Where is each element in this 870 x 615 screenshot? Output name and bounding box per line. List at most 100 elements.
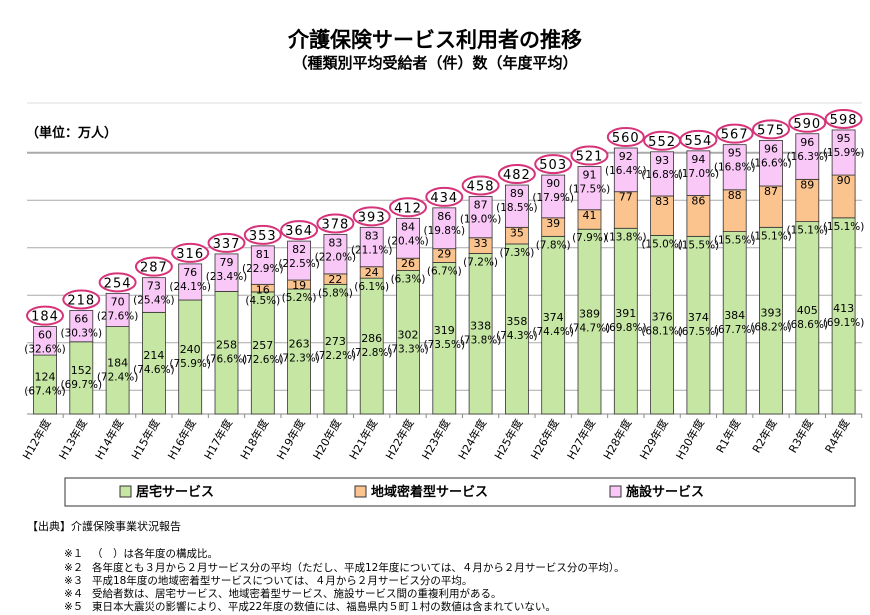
data-label: 16: [256, 283, 270, 296]
data-label: 83: [365, 229, 379, 242]
legend-swatch: [119, 485, 132, 498]
bar-segment: [105, 326, 130, 415]
data-label: 33: [474, 237, 488, 250]
data-label: 86: [691, 195, 705, 208]
x-tick-label: R1年度: [713, 417, 743, 456]
total-label: 184: [31, 310, 59, 325]
bar-segment: [287, 288, 312, 415]
x-tick-label: R2年度: [749, 417, 779, 456]
data-label: 82: [292, 243, 306, 256]
total-label: 560: [612, 131, 640, 146]
percent-label: (74.3%): [496, 330, 538, 342]
data-label: 240: [180, 343, 201, 356]
data-label: 96: [800, 136, 814, 149]
bar-segment: [214, 253, 239, 292]
bar-segment: [141, 311, 166, 415]
x-tick-label: H28年度: [600, 417, 634, 462]
x-tick-label: H13年度: [56, 417, 90, 462]
legend-swatch: [609, 485, 622, 498]
data-label: 376: [652, 311, 673, 324]
chart-subtitle: （種類別平均受給者（件）数（年度平均）: [292, 54, 578, 72]
bar-segment: [323, 283, 348, 415]
total-ellipse: [352, 206, 391, 227]
total-ellipse: [461, 175, 500, 196]
bar-segment: [178, 263, 203, 301]
percent-label: (68.2%): [750, 322, 792, 334]
percent-label: (7.8%): [536, 239, 571, 251]
bar-segment: [468, 253, 493, 415]
data-label: 81: [256, 248, 270, 261]
unit-label: （単位：万人）: [26, 126, 118, 141]
data-label: 358: [506, 315, 527, 328]
bar-segment: [396, 217, 420, 259]
data-label: 124: [35, 371, 56, 384]
percent-label: (5.8%): [318, 287, 353, 299]
bar-segment: [141, 277, 166, 313]
bar-segment: [214, 291, 239, 415]
data-label: 29: [437, 248, 451, 261]
bar-segment: [759, 226, 783, 415]
data-label: 24: [365, 266, 379, 279]
percent-label: (7.2%): [463, 256, 498, 268]
percent-label: (13.8%): [605, 231, 647, 243]
bar-segment: [795, 133, 820, 180]
percent-label: (16.4%): [605, 165, 647, 177]
bar-segment: [831, 217, 856, 415]
data-label: 374: [543, 311, 564, 324]
total-ellipse: [752, 119, 790, 140]
note-3: ※３ 平成18年度の地域密着型サービスについては、４月から２月サービス分の平均。: [64, 575, 473, 587]
percent-label: (6.7%): [427, 265, 462, 277]
total-label: 575: [757, 123, 785, 138]
data-label: 92: [619, 150, 633, 163]
data-label: 391: [615, 307, 636, 320]
percent-label: (16.6%): [750, 157, 792, 169]
bar-segment: [69, 310, 94, 343]
data-label: 83: [328, 236, 342, 249]
x-tick-label: H27年度: [564, 417, 598, 462]
note-4: ※４ 受給者数は、居宅サービス、地域密着型サービス、施設サービス間の重複利用がある…: [64, 588, 502, 600]
bar-segment: [323, 234, 348, 275]
percent-label: (6.1%): [354, 281, 389, 293]
data-label: 73: [147, 280, 161, 293]
total-ellipse: [171, 242, 210, 263]
bar-segment: [722, 144, 747, 191]
percent-label: (27.6%): [97, 310, 139, 322]
total-ellipse: [570, 145, 609, 166]
legend-label: 地域密着型サービス: [371, 484, 488, 500]
total-ellipse: [389, 197, 427, 218]
x-tick-label: H30年度: [673, 417, 707, 462]
total-label: 598: [830, 113, 858, 128]
total-label: 378: [321, 217, 349, 232]
percent-label: (22.0%): [315, 251, 357, 263]
total-label: 412: [394, 201, 422, 216]
bar-segment: [250, 245, 275, 285]
total-ellipse: [26, 305, 64, 326]
bar-segment: [759, 139, 783, 187]
percent-label: (75.9%): [169, 358, 211, 370]
percent-label: (15.9%): [823, 147, 865, 159]
x-tick-label: H15年度: [128, 417, 162, 462]
x-tick-label: H25年度: [491, 417, 525, 462]
data-label: 405: [797, 304, 818, 317]
percent-label: (72.8%): [351, 347, 393, 359]
x-tick-label: H23年度: [419, 417, 453, 462]
total-label: 254: [104, 276, 132, 291]
data-label: 87: [764, 185, 778, 198]
total-ellipse: [788, 112, 827, 133]
percent-label: (74.6%): [133, 364, 175, 376]
data-label: 39: [546, 217, 560, 230]
percent-label: (23.4%): [206, 271, 248, 283]
data-label: 152: [71, 364, 92, 377]
bar-segment: [686, 150, 711, 196]
data-label: 83: [655, 195, 669, 208]
x-tick-label: R4年度: [822, 417, 852, 456]
bar-segment: [722, 231, 747, 415]
total-label: 482: [503, 168, 531, 183]
note-1: ※１ （ ）は各年度の構成比。: [64, 548, 218, 560]
data-label: 41: [583, 209, 597, 222]
x-tick-label: H24年度: [455, 416, 489, 461]
bar-segment: [468, 196, 493, 239]
percent-label: (17.9%): [532, 192, 574, 204]
data-label: 66: [74, 312, 88, 325]
